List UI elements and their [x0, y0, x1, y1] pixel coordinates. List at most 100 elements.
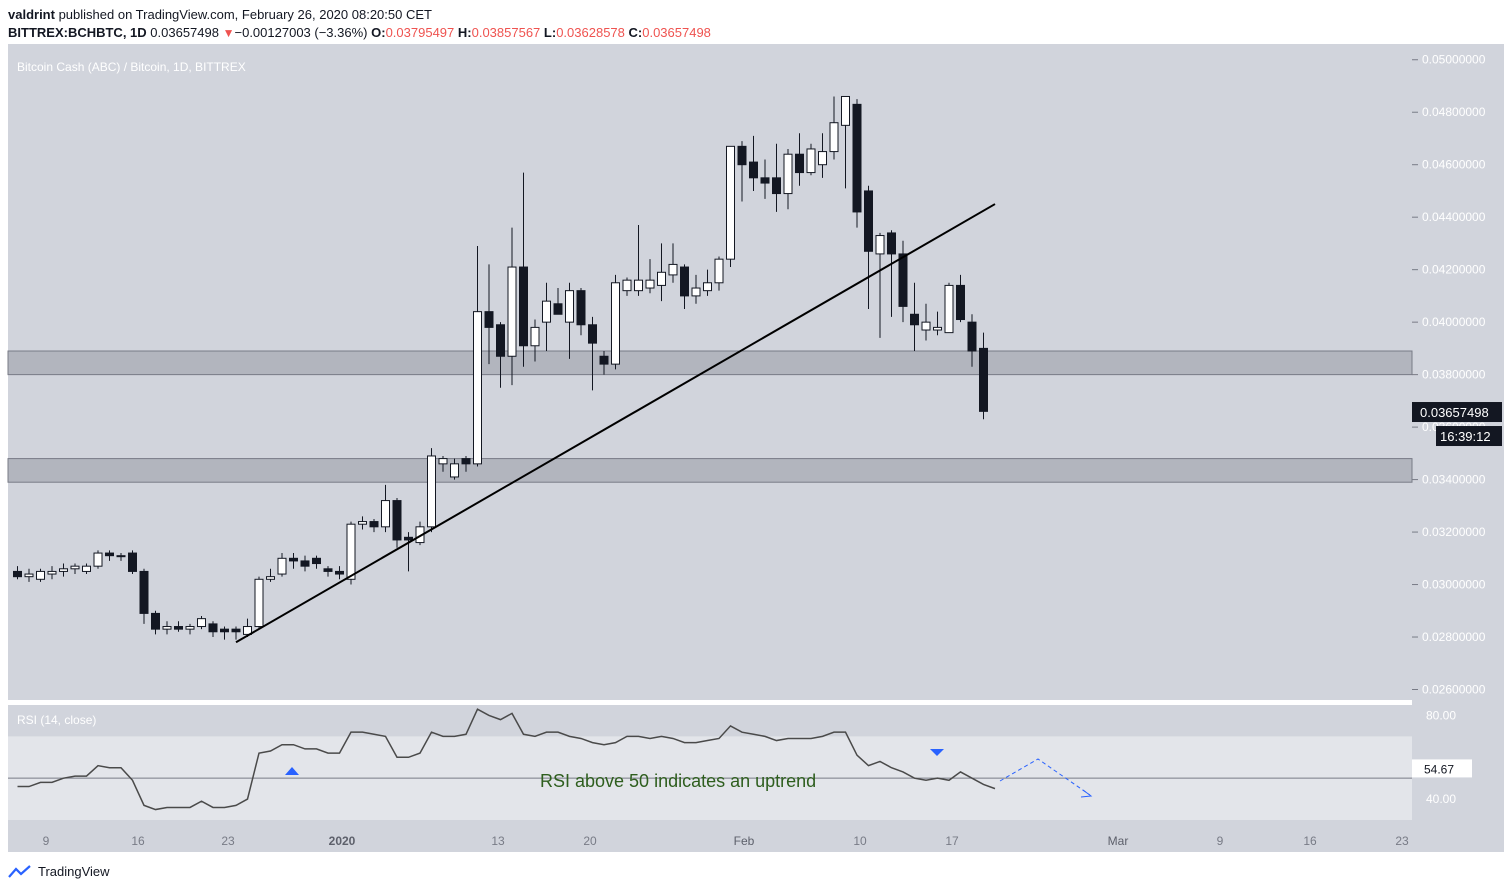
candle-body [611, 282, 620, 365]
candle-body [450, 463, 459, 478]
time-tick-label: 9 [1217, 834, 1224, 848]
time-tick-label: Mar [1108, 834, 1129, 848]
candle-body [772, 177, 781, 195]
price-change: −0.00127003 (−3.36%) [234, 25, 368, 40]
countdown-label: 16:39:12 [1440, 429, 1491, 444]
price-tick-label: 0.03800000 [1422, 368, 1486, 382]
candle-body [323, 568, 333, 572]
candle-body [59, 568, 68, 572]
time-tick-label: 23 [221, 834, 235, 848]
candle-body [70, 565, 80, 570]
price-tick-label: 0.05000000 [1422, 53, 1486, 67]
candle-body [622, 279, 632, 292]
candle-body [841, 95, 850, 126]
price-tick-label: 0.04600000 [1422, 158, 1486, 172]
time-tick-label: 20 [583, 834, 597, 848]
candle-body [105, 552, 114, 557]
candle-body [473, 311, 482, 465]
candle-body [427, 455, 436, 528]
down-arrow-icon: ▼ [222, 26, 235, 40]
projected-path-arrow [999, 758, 1091, 796]
low-label: L: [543, 25, 557, 40]
candle-body [749, 161, 758, 179]
ohlc-line: BITTREX:BCHBTC, 1D 0.03657498 ▼−0.001270… [8, 24, 1408, 42]
price-tick-label: 0.04000000 [1422, 315, 1486, 329]
candle-body [358, 521, 367, 525]
price-tick-label: 0.03000000 [1422, 578, 1486, 592]
candle-body [542, 300, 551, 323]
candle-body [703, 282, 712, 292]
candle-body [36, 570, 45, 580]
time-tick-label: 16 [1303, 834, 1317, 848]
rsi-tick-label: 40.00 [1426, 792, 1456, 806]
price-tick-label: 0.02800000 [1422, 630, 1486, 644]
time-tick-label: 9 [43, 834, 50, 848]
last-price: 0.03657498 [150, 25, 219, 40]
publisher-name: valdrint [8, 7, 55, 22]
price-tick-label: 0.04400000 [1422, 210, 1486, 224]
candle-body [335, 570, 344, 575]
close-label: C: [628, 25, 643, 40]
high-label: H: [457, 25, 472, 40]
candle-body [852, 103, 862, 213]
countdown-tag [1436, 426, 1502, 447]
candle-body [553, 303, 563, 315]
rsi-tick-label: 80.00 [1426, 708, 1456, 722]
ascending-trendline [235, 203, 996, 644]
candle-body [507, 266, 517, 357]
candle-body [289, 557, 298, 562]
time-tick-label: 2020 [329, 834, 356, 848]
candle-body [645, 279, 655, 289]
candle-body [392, 500, 402, 541]
chart-title: Bitcoin Cash (ABC) / Bitcoin, 1D, BITTRE… [17, 60, 246, 74]
candle-body [921, 321, 931, 331]
candle-body [657, 271, 666, 286]
last-price-tag [1412, 402, 1502, 423]
candle-body [254, 578, 264, 628]
candle-body [174, 626, 183, 630]
candle-body [438, 458, 448, 465]
candle-body [277, 557, 287, 575]
candle-body [875, 235, 885, 255]
candle-body [162, 626, 172, 630]
candle-body [933, 326, 942, 331]
rsi-value-tag [1412, 759, 1472, 778]
time-tick-label: 13 [491, 834, 505, 848]
candle-body [312, 557, 321, 565]
candle-body [24, 573, 34, 578]
time-axis [8, 820, 1412, 852]
candle-body [944, 284, 954, 334]
candle-body [151, 612, 160, 630]
candle-body [519, 266, 528, 347]
time-tick-label: 10 [853, 834, 867, 848]
candle-body [530, 326, 540, 347]
candle-body [910, 313, 919, 326]
price-tick-label: 0.03400000 [1422, 473, 1486, 487]
candle-body [737, 145, 747, 166]
candle-body [381, 500, 390, 528]
rsi-annotation: RSI above 50 indicates an uptrend [540, 771, 816, 791]
up-triangle-marker-icon [285, 767, 299, 775]
brand-label: TradingView [38, 864, 110, 879]
candle-body [956, 284, 965, 321]
time-tick-label: Feb [734, 834, 755, 848]
tradingview-logo-icon [8, 864, 31, 878]
candle-body [864, 190, 873, 252]
rsi-value-label: 54.67 [1424, 762, 1454, 776]
candle-body [898, 253, 908, 307]
candle-body [979, 347, 988, 412]
candle-body [93, 552, 103, 567]
candle-body [185, 626, 195, 630]
arrow-head-icon [1080, 789, 1093, 798]
candle-body [13, 570, 22, 578]
chart-header: valdrint published on TradingView.com, F… [8, 6, 1408, 42]
down-triangle-marker-icon [930, 749, 944, 756]
candle-body [461, 458, 471, 465]
candle-body [818, 151, 827, 166]
open-value: 0.03795497 [385, 25, 455, 40]
candle-body [565, 290, 574, 323]
candle-body [887, 232, 896, 255]
candle-body [576, 290, 586, 326]
chart-canvas[interactable]: Bitcoin Cash (ABC) / Bitcoin, 1D, BITTRE… [0, 0, 1508, 860]
open-label: O: [371, 25, 386, 40]
